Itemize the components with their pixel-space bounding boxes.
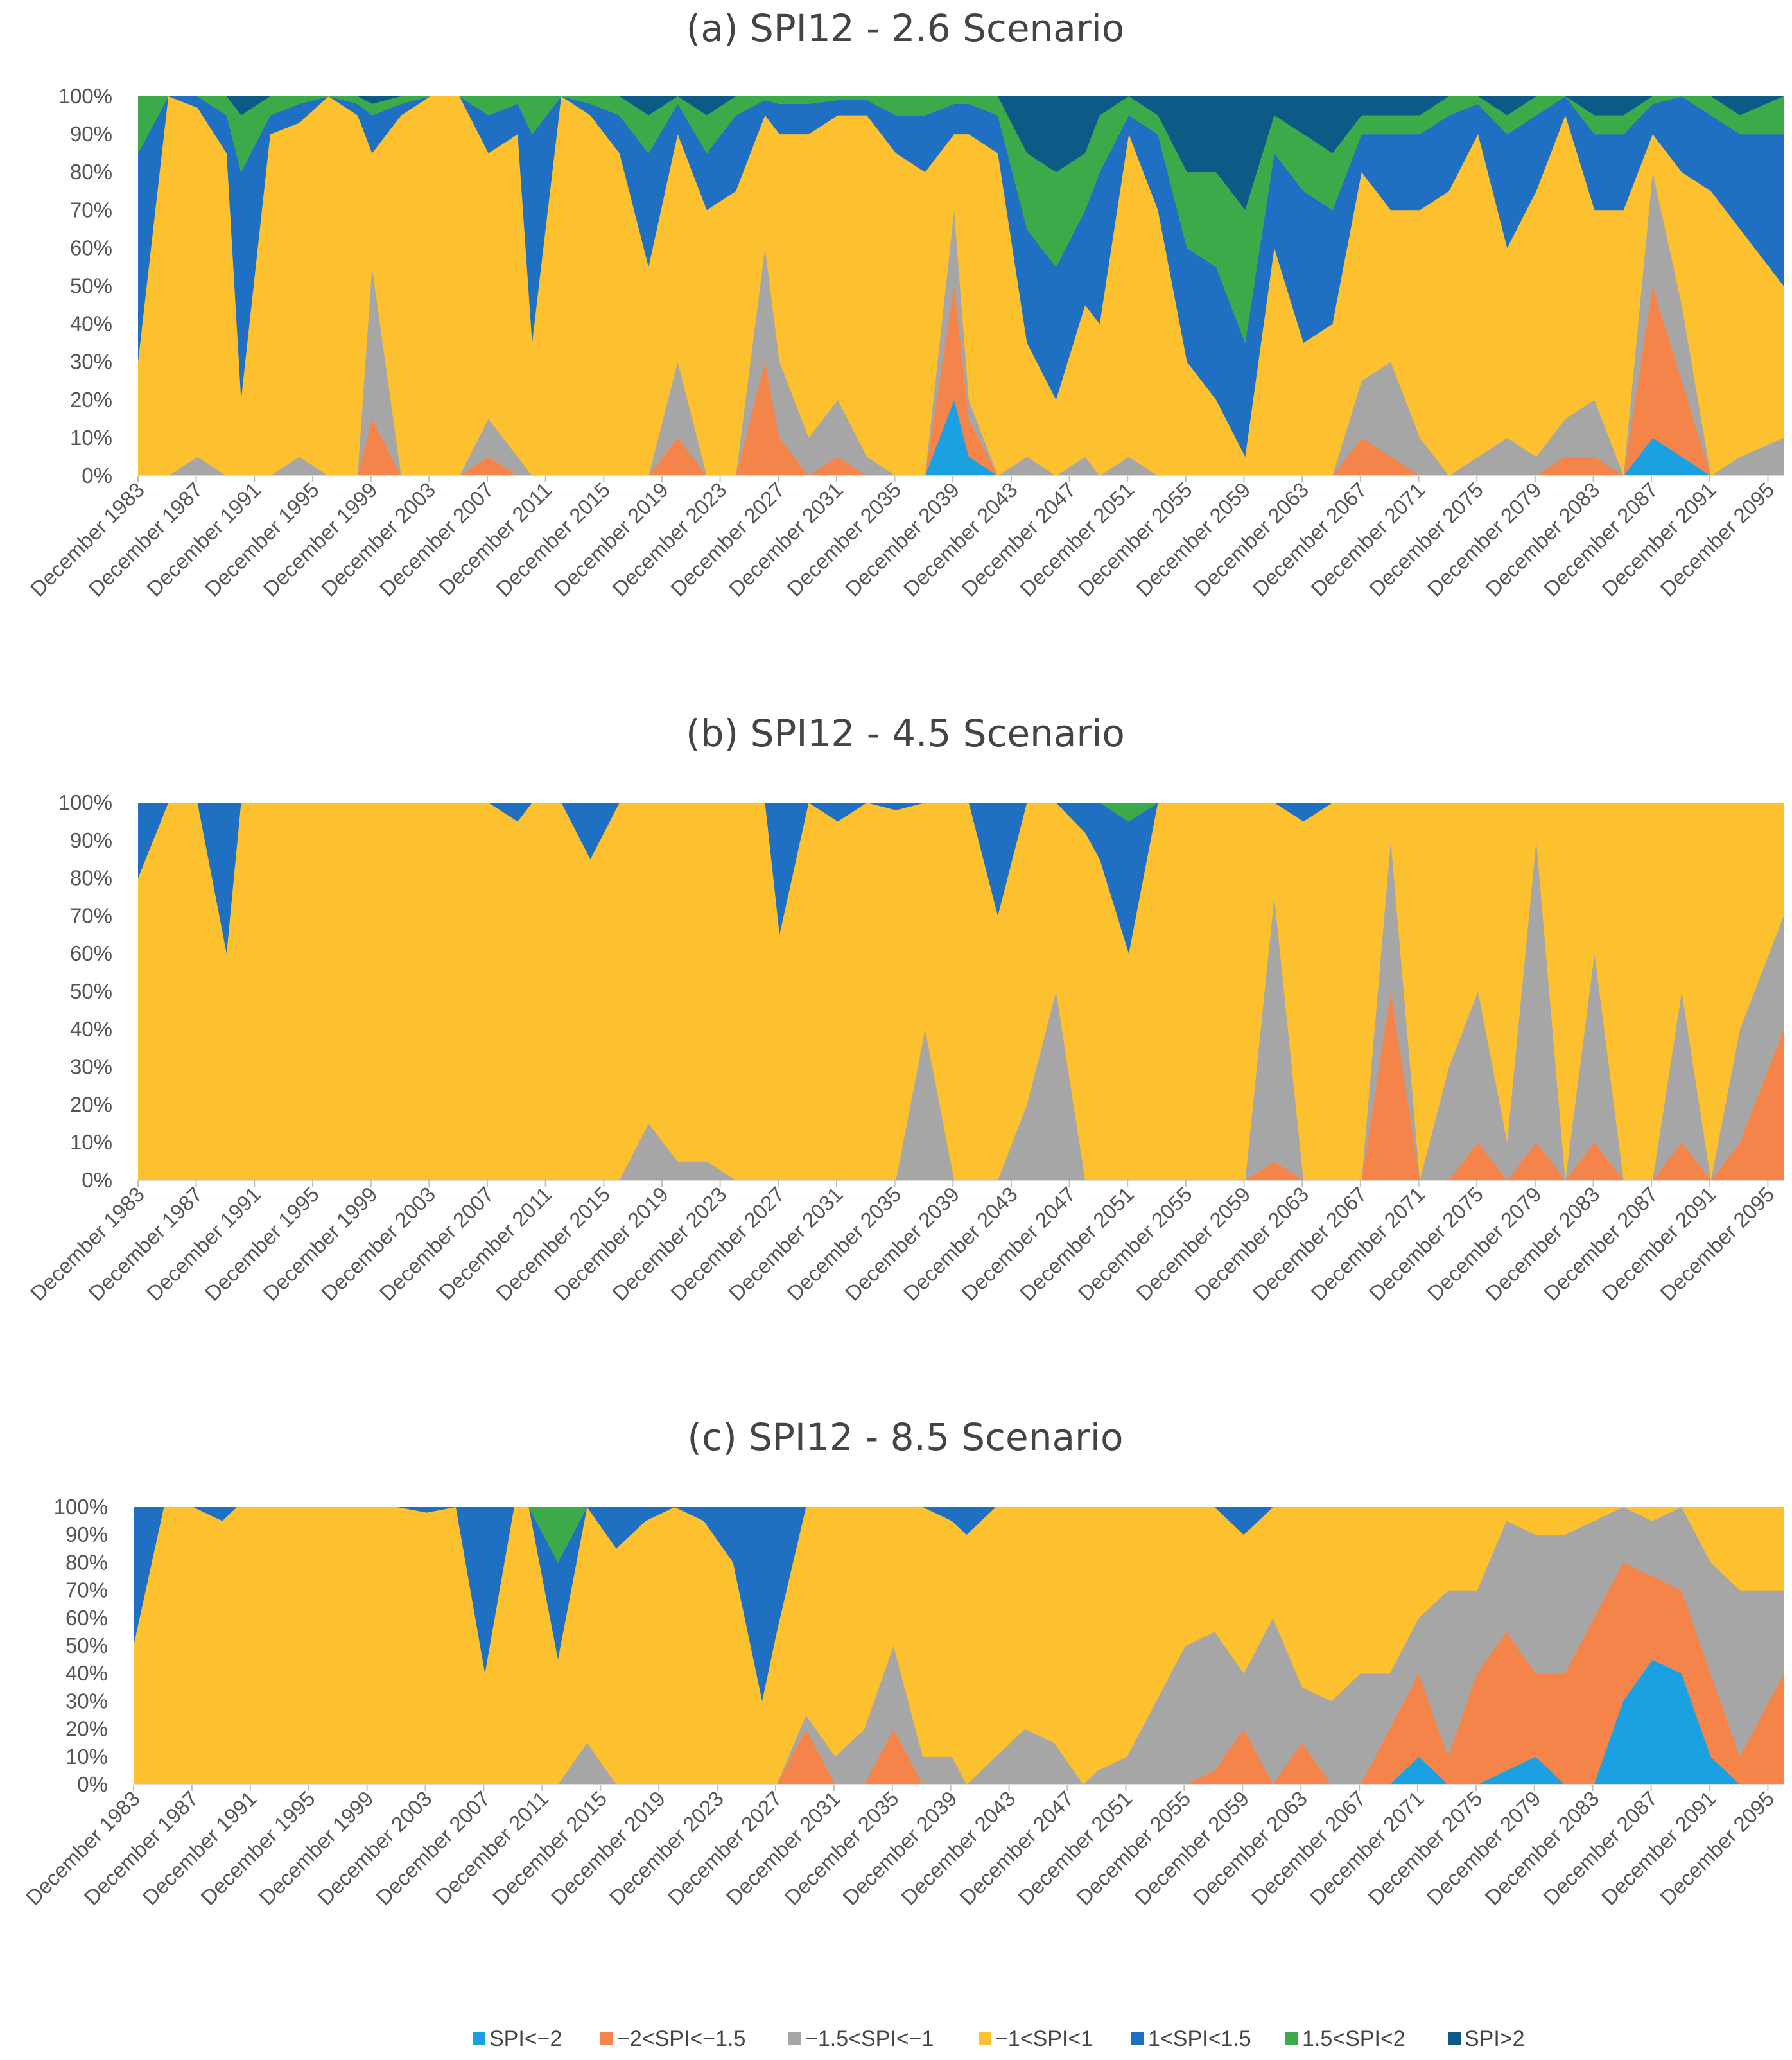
legend-item: −2<SPI<−1.5 — [600, 2027, 745, 2051]
y-tick-label: 80% — [70, 160, 112, 184]
legend-label: −1<SPI<1 — [995, 2027, 1093, 2051]
y-tick-label: 90% — [70, 122, 112, 146]
legend-swatch — [979, 2032, 991, 2045]
y-tick-label: 90% — [65, 1523, 108, 1546]
y-tick-label: 10% — [70, 1130, 112, 1154]
legend-label: SPI>2 — [1465, 2027, 1525, 2051]
y-tick-label: 70% — [65, 1578, 108, 1602]
area-series-1-spi-1.5 — [138, 96, 1784, 457]
y-tick-label: 100% — [58, 790, 112, 814]
y-tick-label: 40% — [70, 312, 112, 336]
legend-label: −1.5<SPI<−1 — [805, 2027, 934, 2051]
y-tick-label: 90% — [70, 828, 112, 852]
y-tick-label: 10% — [70, 426, 112, 450]
area-series-spi-2 — [138, 96, 1784, 211]
y-tick-label: 20% — [70, 388, 112, 412]
legend-swatch — [788, 2032, 801, 2045]
legend-item: −1<SPI<1 — [979, 2027, 1093, 2051]
y-tick-label: 50% — [70, 274, 112, 298]
y-tick-label: 80% — [70, 866, 112, 890]
legend-item: 1.5<SPI<2 — [1285, 2027, 1405, 2051]
area-series-1.5-spi-2 — [134, 1507, 1784, 1563]
y-tick-label: 70% — [70, 198, 112, 222]
area-series-1.5-spi-1 — [138, 172, 1784, 476]
legend-swatch — [1285, 2032, 1298, 2045]
legend-swatch — [1448, 2032, 1461, 2045]
y-tick-label: 100% — [58, 84, 112, 108]
y-tick-label: 0% — [77, 1772, 108, 1796]
legend-swatch — [1131, 2032, 1144, 2045]
y-tick-label: 0% — [82, 464, 112, 487]
area-series-1-spi-1 — [138, 96, 1784, 476]
area-series-2-spi-1.5 — [134, 1562, 1784, 1785]
y-tick-label: 60% — [70, 236, 112, 259]
y-tick-label: 0% — [82, 1168, 112, 1192]
legend-label: 1.5<SPI<2 — [1302, 2027, 1405, 2051]
area-series-1.5-spi-1 — [134, 1507, 1784, 1785]
y-tick-label: 30% — [65, 1689, 108, 1713]
area-series-1-spi-1.5 — [134, 1507, 1784, 1702]
legend-label: 1<SPI<1.5 — [1148, 2027, 1251, 2051]
legend-swatch — [600, 2032, 613, 2045]
y-tick-label: 50% — [65, 1634, 108, 1657]
legend-item: 1<SPI<1.5 — [1131, 2027, 1251, 2051]
area-series-spi-2 — [134, 1659, 1784, 1785]
legend-item: SPI>2 — [1448, 2027, 1525, 2051]
y-tick-label: 100% — [54, 1495, 108, 1519]
y-tick-label: 80% — [65, 1550, 108, 1574]
y-tick-label: 40% — [65, 1661, 108, 1685]
legend: SPI<−2 −2<SPI<−1.5 −1.5<SPI<−1 −1<SPI<1 … — [473, 2027, 1525, 2051]
legend-label: −2<SPI<−1.5 — [617, 2027, 745, 2051]
y-tick-label: 10% — [65, 1745, 108, 1768]
area-series-1-spi-1 — [138, 803, 1784, 1180]
area-series-spi-2 — [138, 399, 1784, 476]
y-tick-label: 60% — [70, 941, 112, 965]
area-series-2-spi-1.5 — [138, 991, 1784, 1180]
y-tick-label: 20% — [70, 1092, 112, 1116]
y-tick-label: 20% — [65, 1717, 108, 1741]
legend-item: SPI<−2 — [473, 2027, 562, 2051]
legend-label: SPI<−2 — [489, 2027, 562, 2051]
y-tick-label: 60% — [65, 1606, 108, 1630]
y-tick-label: 50% — [70, 979, 112, 1003]
legend-swatch — [473, 2032, 485, 2045]
panel-c-title: (c) SPI12 - 8.5 Scenario — [688, 1415, 1124, 1459]
panel-a-title: (a) SPI12 - 2.6 Scenario — [686, 6, 1125, 50]
y-tick-label: 30% — [70, 350, 112, 374]
area-series-1.5-spi-1 — [138, 840, 1784, 1180]
panel-b-title: (b) SPI12 - 4.5 Scenario — [686, 711, 1125, 755]
legend-item: −1.5<SPI<−1 — [788, 2027, 934, 2051]
y-tick-label: 40% — [70, 1017, 112, 1041]
area-series-2-spi-1.5 — [138, 286, 1784, 476]
area-series-1-spi-1 — [134, 1507, 1784, 1785]
y-tick-label: 30% — [70, 1055, 112, 1079]
y-tick-label: 70% — [70, 903, 112, 927]
area-series-1.5-spi-2 — [138, 96, 1784, 344]
